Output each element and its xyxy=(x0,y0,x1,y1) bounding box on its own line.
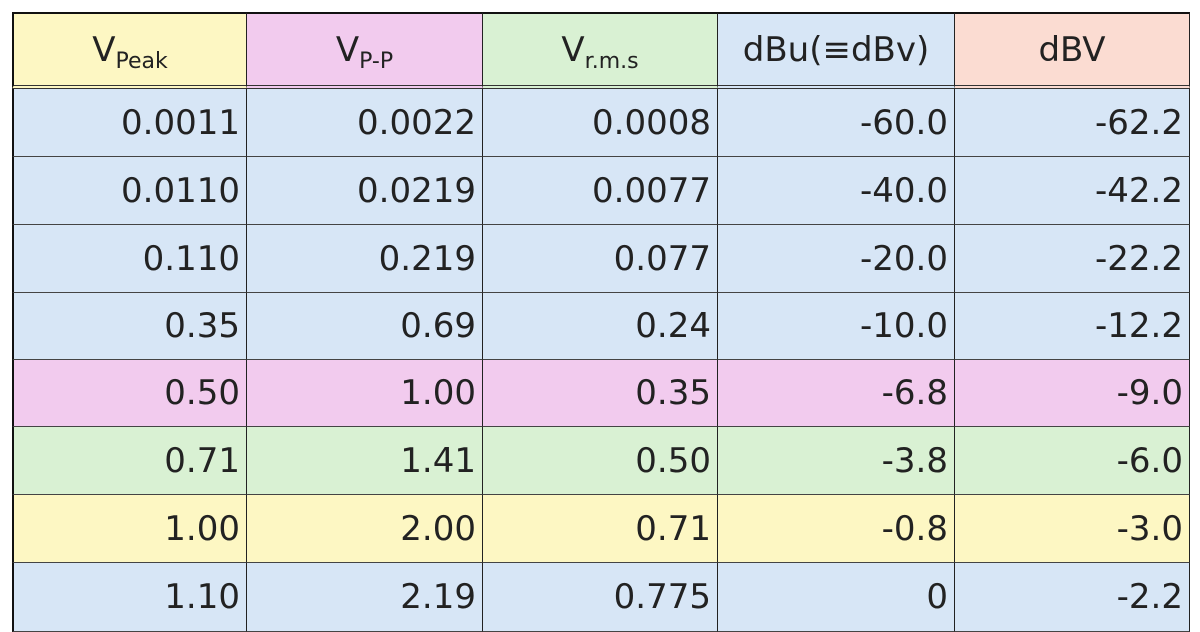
table-cell: 0.35 xyxy=(12,293,247,360)
header-text: V xyxy=(335,29,360,70)
table-cell: 1.00 xyxy=(12,495,247,563)
header-text: V xyxy=(92,29,116,70)
table-cell: 0.110 xyxy=(12,225,247,293)
table-cell: -20.0 xyxy=(718,225,955,293)
table-cell: 1.10 xyxy=(12,563,247,632)
table-cell: -6.8 xyxy=(718,360,955,427)
table-cell: 2.19 xyxy=(247,563,483,632)
header-cell: V Peak xyxy=(12,12,247,89)
table-cell: -6.0 xyxy=(955,427,1190,495)
table-cell: 0.0008 xyxy=(483,89,718,157)
header-text: dBu(≡dBv) xyxy=(742,29,930,70)
table-cell: -22.2 xyxy=(955,225,1190,293)
table-cell: 2.00 xyxy=(247,495,483,563)
table-cell: -9.0 xyxy=(955,360,1190,427)
table-cell: -3.8 xyxy=(718,427,955,495)
table-cell: -12.2 xyxy=(955,293,1190,360)
table-cell: -40.0 xyxy=(718,157,955,225)
table-cell: 1.00 xyxy=(247,360,483,427)
table-cell: 0.0110 xyxy=(12,157,247,225)
table-cell: -60.0 xyxy=(718,89,955,157)
header-text: dBV xyxy=(1038,29,1106,70)
header-cell: dBV xyxy=(955,12,1190,89)
table-cell: 0.0077 xyxy=(483,157,718,225)
table-cell: 0.0011 xyxy=(12,89,247,157)
table-cell: -2.2 xyxy=(955,563,1190,632)
table-cell: 0.71 xyxy=(483,495,718,563)
table-cell: -42.2 xyxy=(955,157,1190,225)
table-cell: 0.50 xyxy=(483,427,718,495)
table-cell: -10.0 xyxy=(718,293,955,360)
table-cell: 0.077 xyxy=(483,225,718,293)
table-cell: -62.2 xyxy=(955,89,1190,157)
header-subscript: r.m.s xyxy=(584,49,639,74)
table-cell: -3.0 xyxy=(955,495,1190,563)
table-cell: 1.41 xyxy=(247,427,483,495)
header-subscript: P-P xyxy=(359,49,394,74)
header-text: V xyxy=(561,29,585,70)
table-cell: 0.219 xyxy=(247,225,483,293)
table-cell: 0 xyxy=(718,563,955,632)
header-cell: V P-P xyxy=(247,12,483,89)
header-cell: dBu(≡dBv) xyxy=(718,12,955,89)
table-cell: 0.0219 xyxy=(247,157,483,225)
table-cell: 0.35 xyxy=(483,360,718,427)
table-cell: 0.0022 xyxy=(247,89,483,157)
table-cell: -0.8 xyxy=(718,495,955,563)
table-cell: 0.69 xyxy=(247,293,483,360)
table-cell: 0.24 xyxy=(483,293,718,360)
table-cell: 0.50 xyxy=(12,360,247,427)
table-cell: 0.775 xyxy=(483,563,718,632)
header-subscript: Peak xyxy=(115,49,168,74)
table-cell: 0.71 xyxy=(12,427,247,495)
